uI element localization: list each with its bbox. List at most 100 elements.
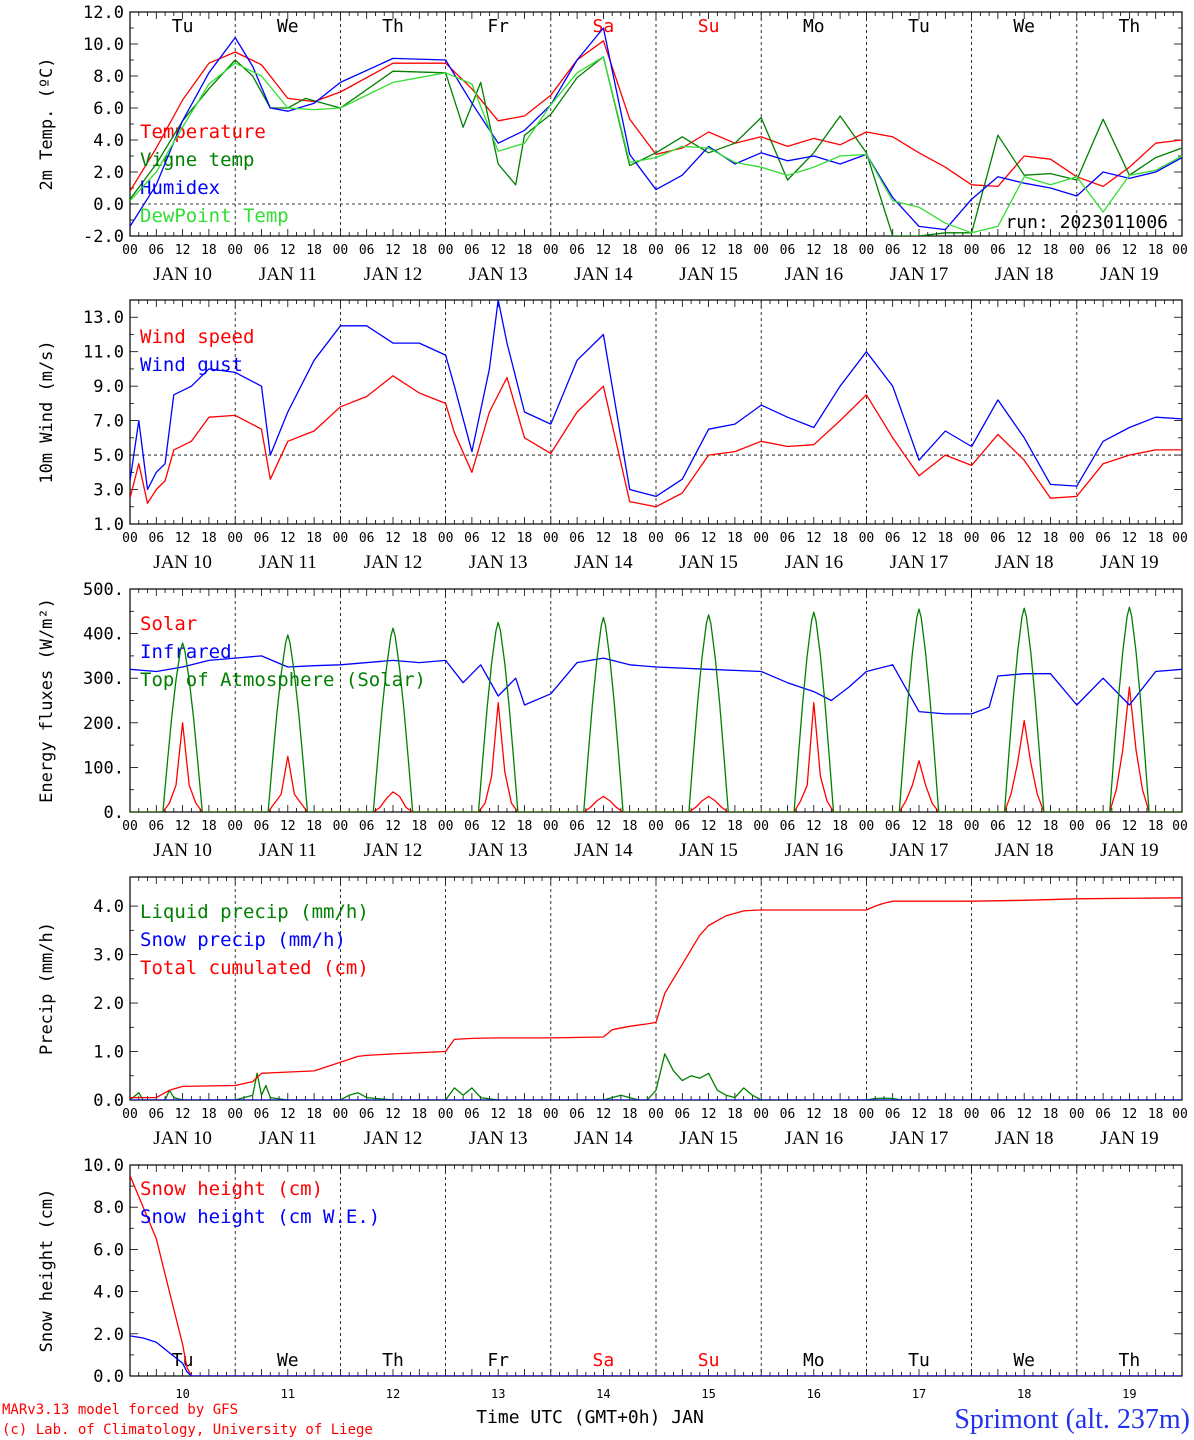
day-number-label: 10 (175, 1387, 189, 1401)
y-tick-label: 2.0 (93, 1325, 124, 1345)
hour-tick-label: 00 (648, 819, 664, 834)
hour-tick-label: 12 (911, 243, 927, 258)
hour-tick-label: 18 (201, 531, 217, 546)
y-tick-label: 4.0 (93, 897, 124, 917)
date-label: JAN 11 (259, 840, 317, 861)
hour-tick-label: 12 (701, 531, 717, 546)
hour-tick-label: 18 (517, 1107, 533, 1122)
hour-tick-label: 06 (148, 819, 164, 834)
hour-tick-label: 06 (569, 1107, 585, 1122)
hour-tick-label: 18 (411, 1107, 427, 1122)
date-label: JAN 11 (259, 1128, 317, 1149)
weekday-label: Sa (593, 1350, 615, 1371)
y-axis-label: 2m Temp. (ºC) (37, 57, 57, 190)
hour-tick-label: 12 (385, 819, 401, 834)
hour-tick-label: 06 (674, 819, 690, 834)
hour-tick-label: 18 (517, 531, 533, 546)
credit-line-model: MARv3.13 model forced by GFS (2, 1402, 238, 1418)
y-tick-label: 400. (83, 625, 124, 645)
weekday-label: Tu (172, 16, 194, 37)
hour-tick-label: 00 (227, 531, 243, 546)
hour-tick-label: 18 (1043, 243, 1059, 258)
hour-tick-label: 00 (1172, 531, 1188, 546)
hour-tick-label: 06 (359, 531, 375, 546)
y-tick-label: 0. (104, 803, 124, 823)
y-tick-label: 1.0 (93, 515, 124, 535)
hour-tick-label: 12 (911, 531, 927, 546)
hour-tick-label: 12 (280, 819, 296, 834)
y-tick-label: 10.0 (83, 35, 124, 55)
hour-tick-label: 00 (964, 531, 980, 546)
hour-tick-label: 12 (385, 1107, 401, 1122)
time-axis-title: Time UTC (GMT+0h) JAN (476, 1407, 704, 1428)
hour-tick-label: 12 (385, 531, 401, 546)
hour-tick-label: 12 (596, 1107, 612, 1122)
hour-tick-label: 00 (227, 1107, 243, 1122)
y-tick-label: 1.0 (93, 1043, 124, 1063)
hour-tick-label: 00 (543, 243, 559, 258)
hour-tick-label: 00 (753, 819, 769, 834)
hour-tick-label: 18 (727, 531, 743, 546)
hour-tick-label: 18 (622, 1107, 638, 1122)
y-axis-label: Energy fluxes (W/m²) (37, 598, 57, 803)
date-label: JAN 15 (679, 552, 738, 573)
hour-tick-label: 18 (306, 819, 322, 834)
hour-tick-label: 06 (464, 243, 480, 258)
hour-tick-label: 12 (1122, 1107, 1138, 1122)
legend-entry: Wind speed (140, 326, 254, 348)
hour-tick-label: 06 (148, 1107, 164, 1122)
hour-tick-label: 06 (780, 819, 796, 834)
legend-entry: Total cumulated (cm) (140, 957, 369, 979)
y-tick-label: 2.0 (93, 163, 124, 183)
weekday-label: Tu (908, 1350, 930, 1371)
date-label: JAN 10 (153, 264, 212, 285)
y-tick-label: 3.0 (93, 946, 124, 966)
date-label: JAN 12 (364, 1128, 423, 1149)
chart-panels: -2.0 0.0 2.0 4.0 6.0 8.0 10.0 12.0 2m Temp. (ºC)… (37, 3, 1188, 1401)
hour-tick-label: 00 (1069, 531, 1085, 546)
hour-tick-label: 00 (648, 243, 664, 258)
station-name: Sprimont (alt. 237m) (954, 1404, 1190, 1435)
hour-tick-label: 06 (885, 531, 901, 546)
y-tick-label: 500. (83, 580, 124, 600)
hour-tick-label: 18 (832, 1107, 848, 1122)
hour-tick-label: 12 (1016, 1107, 1032, 1122)
legend-entry: Liquid precip (mm/h) (140, 901, 369, 923)
hour-tick-label: 06 (990, 243, 1006, 258)
date-label: JAN 14 (574, 840, 633, 861)
y-tick-label: 12.0 (83, 3, 124, 23)
hour-tick-label: 00 (543, 819, 559, 834)
hour-tick-label: 18 (1148, 531, 1164, 546)
y-tick-label: 8.0 (93, 1198, 124, 1218)
y-tick-label: 0.0 (93, 1091, 124, 1111)
y-tick-label: 200. (83, 714, 124, 734)
date-label: JAN 19 (1100, 264, 1159, 285)
hour-tick-label: 12 (1122, 531, 1138, 546)
date-label: JAN 13 (469, 552, 528, 573)
date-label: JAN 11 (259, 552, 317, 573)
hour-tick-label: 12 (596, 819, 612, 834)
hour-tick-label: 18 (201, 243, 217, 258)
hour-tick-label: 00 (1172, 819, 1188, 834)
date-label: JAN 10 (153, 1128, 212, 1149)
hour-tick-label: 06 (148, 243, 164, 258)
weekday-label: Tu (172, 1350, 194, 1371)
hour-tick-label: 06 (464, 531, 480, 546)
date-label: JAN 11 (259, 264, 317, 285)
weekday-label: Mo (803, 16, 825, 37)
weekday-label: Th (382, 1350, 404, 1371)
hour-tick-label: 18 (622, 243, 638, 258)
date-label: JAN 17 (890, 1128, 949, 1149)
hour-tick-label: 00 (648, 1107, 664, 1122)
chart-panel: 0.0 1.0 2.0 3.0 4.0 Precip (mm/h) 00 06 12 18 00 06… (37, 876, 1188, 1149)
hour-tick-label: 18 (517, 819, 533, 834)
hour-tick-label: 00 (122, 1107, 138, 1122)
y-tick-label: 2.0 (93, 994, 124, 1014)
legend-entry: DewPoint Temp (140, 205, 289, 227)
hour-tick-label: 18 (1148, 1107, 1164, 1122)
date-label: JAN 18 (995, 1128, 1054, 1149)
date-label: JAN 15 (679, 1128, 738, 1149)
hour-tick-label: 06 (464, 819, 480, 834)
hour-tick-label: 06 (1095, 819, 1111, 834)
date-label: JAN 12 (364, 552, 423, 573)
